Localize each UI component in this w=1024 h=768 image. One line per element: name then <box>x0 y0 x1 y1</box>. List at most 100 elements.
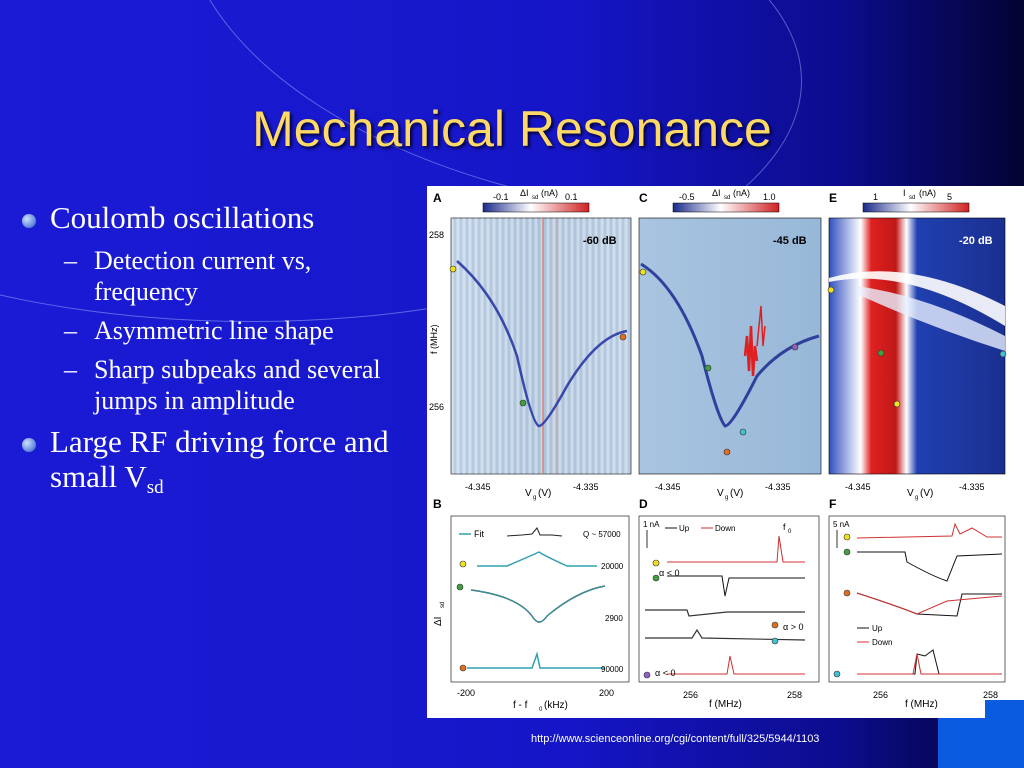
a-x-tick-2: -4.335 <box>573 482 599 492</box>
b-fit-label: Fit <box>474 529 484 539</box>
b-xlabel-unit: (kHz) <box>544 700 568 711</box>
figure: A C E B D F -0.1 ΔI sd (nA) 0.1 -0.5 ΔI … <box>427 186 1024 718</box>
e-xlabel: V <box>907 488 914 499</box>
f-up-label: Up <box>872 624 883 633</box>
dash-icon: – <box>64 246 77 275</box>
b-q-1: Q ~ 57000 <box>583 530 621 539</box>
a-xlabel-unit: (V) <box>538 488 551 499</box>
b-x-tick-1: -200 <box>457 688 475 698</box>
colorbar-c-tick-high: 1.0 <box>763 192 776 202</box>
b-q-3: 2900 <box>605 614 623 623</box>
colorbar-e-tick-high: 5 <box>947 192 952 202</box>
d-scale: 1 nA <box>643 520 660 529</box>
panel-b-plot: ΔI sd Fit Q ~ 57000 20000 2900 90000 -20… <box>433 515 630 713</box>
d-f0-sub: 0 <box>788 529 792 535</box>
colorbar-a-label: ΔI <box>520 188 529 198</box>
e-xlabel-sub: g <box>915 495 918 501</box>
colorbar-c-label: ΔI <box>712 188 721 198</box>
b-ylabel: ΔI <box>433 617 444 626</box>
panel-a-plot: -60 dB <box>449 217 632 475</box>
b-q-4: 90000 <box>601 665 624 674</box>
top-x-axes: -4.345 -4.335 V g (V) -4.345 -4.335 V g … <box>465 482 985 501</box>
d-up-label: Up <box>679 524 690 533</box>
d-x-tick-2: 258 <box>787 690 802 700</box>
d-f0: f <box>783 522 786 532</box>
d-alpha-3: α < 0 <box>655 668 675 678</box>
slide-title: Mechanical Resonance <box>252 101 772 157</box>
panel-letter-f: F <box>829 497 836 511</box>
panel-a-db: -60 dB <box>583 235 617 247</box>
e-xlabel-unit: (V) <box>920 488 933 499</box>
f-x-tick-1: 256 <box>873 690 888 700</box>
sub-bullet-text: Asymmetric line shape <box>94 316 334 345</box>
colorbar-e-label: I <box>903 188 906 198</box>
d-down-label: Down <box>715 524 735 533</box>
c-x-tick-2: -4.335 <box>765 482 791 492</box>
panel-letter-a: A <box>433 191 442 205</box>
c-xlabel: V <box>717 488 724 499</box>
d-alpha-1: α < 0 <box>659 568 679 578</box>
colorbar-e-label-sub: sd <box>909 195 915 201</box>
panel-letter-e: E <box>829 191 837 205</box>
sub-bullet-text: Sharp subpeaks and several jumps in ampl… <box>94 355 381 415</box>
colorbar-e-unit: (nA) <box>919 188 936 198</box>
c-x-tick-1: -4.345 <box>655 482 681 492</box>
colorbar-a-tick-high: 0.1 <box>565 192 578 202</box>
d-x-tick-1: 256 <box>683 690 698 700</box>
sub-bullet-subpeaks: – Sharp subpeaks and several jumps in am… <box>14 354 414 416</box>
a-xlabel: V <box>525 488 532 499</box>
panel-e-plot: -20 dB <box>827 217 1007 475</box>
panel-letter-b: B <box>433 497 442 511</box>
b-xlabel-sub: 0 <box>539 707 543 713</box>
e-x-tick-1: -4.345 <box>845 482 871 492</box>
f-scale: 5 nA <box>833 520 850 529</box>
colorbar-a-tick-low: -0.1 <box>493 192 509 202</box>
panel-c-db: -45 dB <box>773 235 807 247</box>
corner-block <box>938 718 1024 768</box>
sub-bullet-text: Detection current vs, frequency <box>94 246 312 306</box>
y-tick-258: 258 <box>429 230 444 240</box>
colorbar-c-unit: (nA) <box>733 188 750 198</box>
b-q-2: 20000 <box>601 562 624 571</box>
panel-letter-d: D <box>639 497 648 511</box>
dash-icon: – <box>64 355 77 384</box>
bullet-dot-icon <box>22 438 36 452</box>
panel-d-plot: 1 nA Up Down f 0 α < 0 α > 0 <box>638 515 820 710</box>
dash-icon: – <box>64 316 77 345</box>
a-xlabel-sub: g <box>533 495 536 501</box>
sub-bullet-asymmetric: – Asymmetric line shape <box>14 315 414 346</box>
source-url: http://www.scienceonline.org/cgi/content… <box>531 733 820 745</box>
bullet-list: Coulomb oscillations – Detection current… <box>14 200 414 515</box>
bullet-coulomb: Coulomb oscillations <box>14 200 414 235</box>
panel-e-db: -20 dB <box>959 235 993 247</box>
d-xlabel: f (MHz) <box>709 699 742 710</box>
d-alpha-2: α > 0 <box>783 622 803 632</box>
top-ylabel: f (MHz) <box>429 325 439 355</box>
bullet-rf-driving: Large RF driving force and small Vsd <box>14 424 414 505</box>
sub-bullet-detection: – Detection current vs, frequency <box>14 245 414 307</box>
b-ylabel-sub: sd <box>440 602 446 608</box>
c-xlabel-unit: (V) <box>730 488 743 499</box>
figure-svg: A C E B D F -0.1 ΔI sd (nA) 0.1 -0.5 ΔI … <box>429 188 1007 713</box>
colorbar-a-unit: (nA) <box>541 188 558 198</box>
panel-letter-c: C <box>639 191 648 205</box>
f-down-label: Down <box>872 638 892 647</box>
colorbar-e: 1 I sd (nA) 5 <box>862 188 970 213</box>
c-xlabel-sub: g <box>725 495 728 501</box>
bullet-subscript: sd <box>146 477 164 498</box>
f-xlabel: f (MHz) <box>905 699 938 710</box>
f-x-tick-2: 258 <box>983 690 998 700</box>
colorbar-c: -0.5 ΔI sd (nA) 1.0 <box>672 188 780 213</box>
e-x-tick-2: -4.335 <box>959 482 985 492</box>
colorbar-a: -0.1 ΔI sd (nA) 0.1 <box>482 188 590 213</box>
panel-c-plot: -45 dB <box>638 217 822 475</box>
b-xlabel: f - f <box>513 700 528 711</box>
colorbar-a-label-sub: sd <box>532 195 538 201</box>
y-tick-256: 256 <box>429 402 444 412</box>
colorbar-e-tick-low: 1 <box>873 192 878 202</box>
bullet-text: Coulomb oscillations <box>50 200 315 235</box>
bullet-text: Large RF driving force and small V <box>50 424 389 494</box>
corner-block-top <box>985 700 1024 718</box>
b-x-tick-2: 200 <box>599 688 614 698</box>
